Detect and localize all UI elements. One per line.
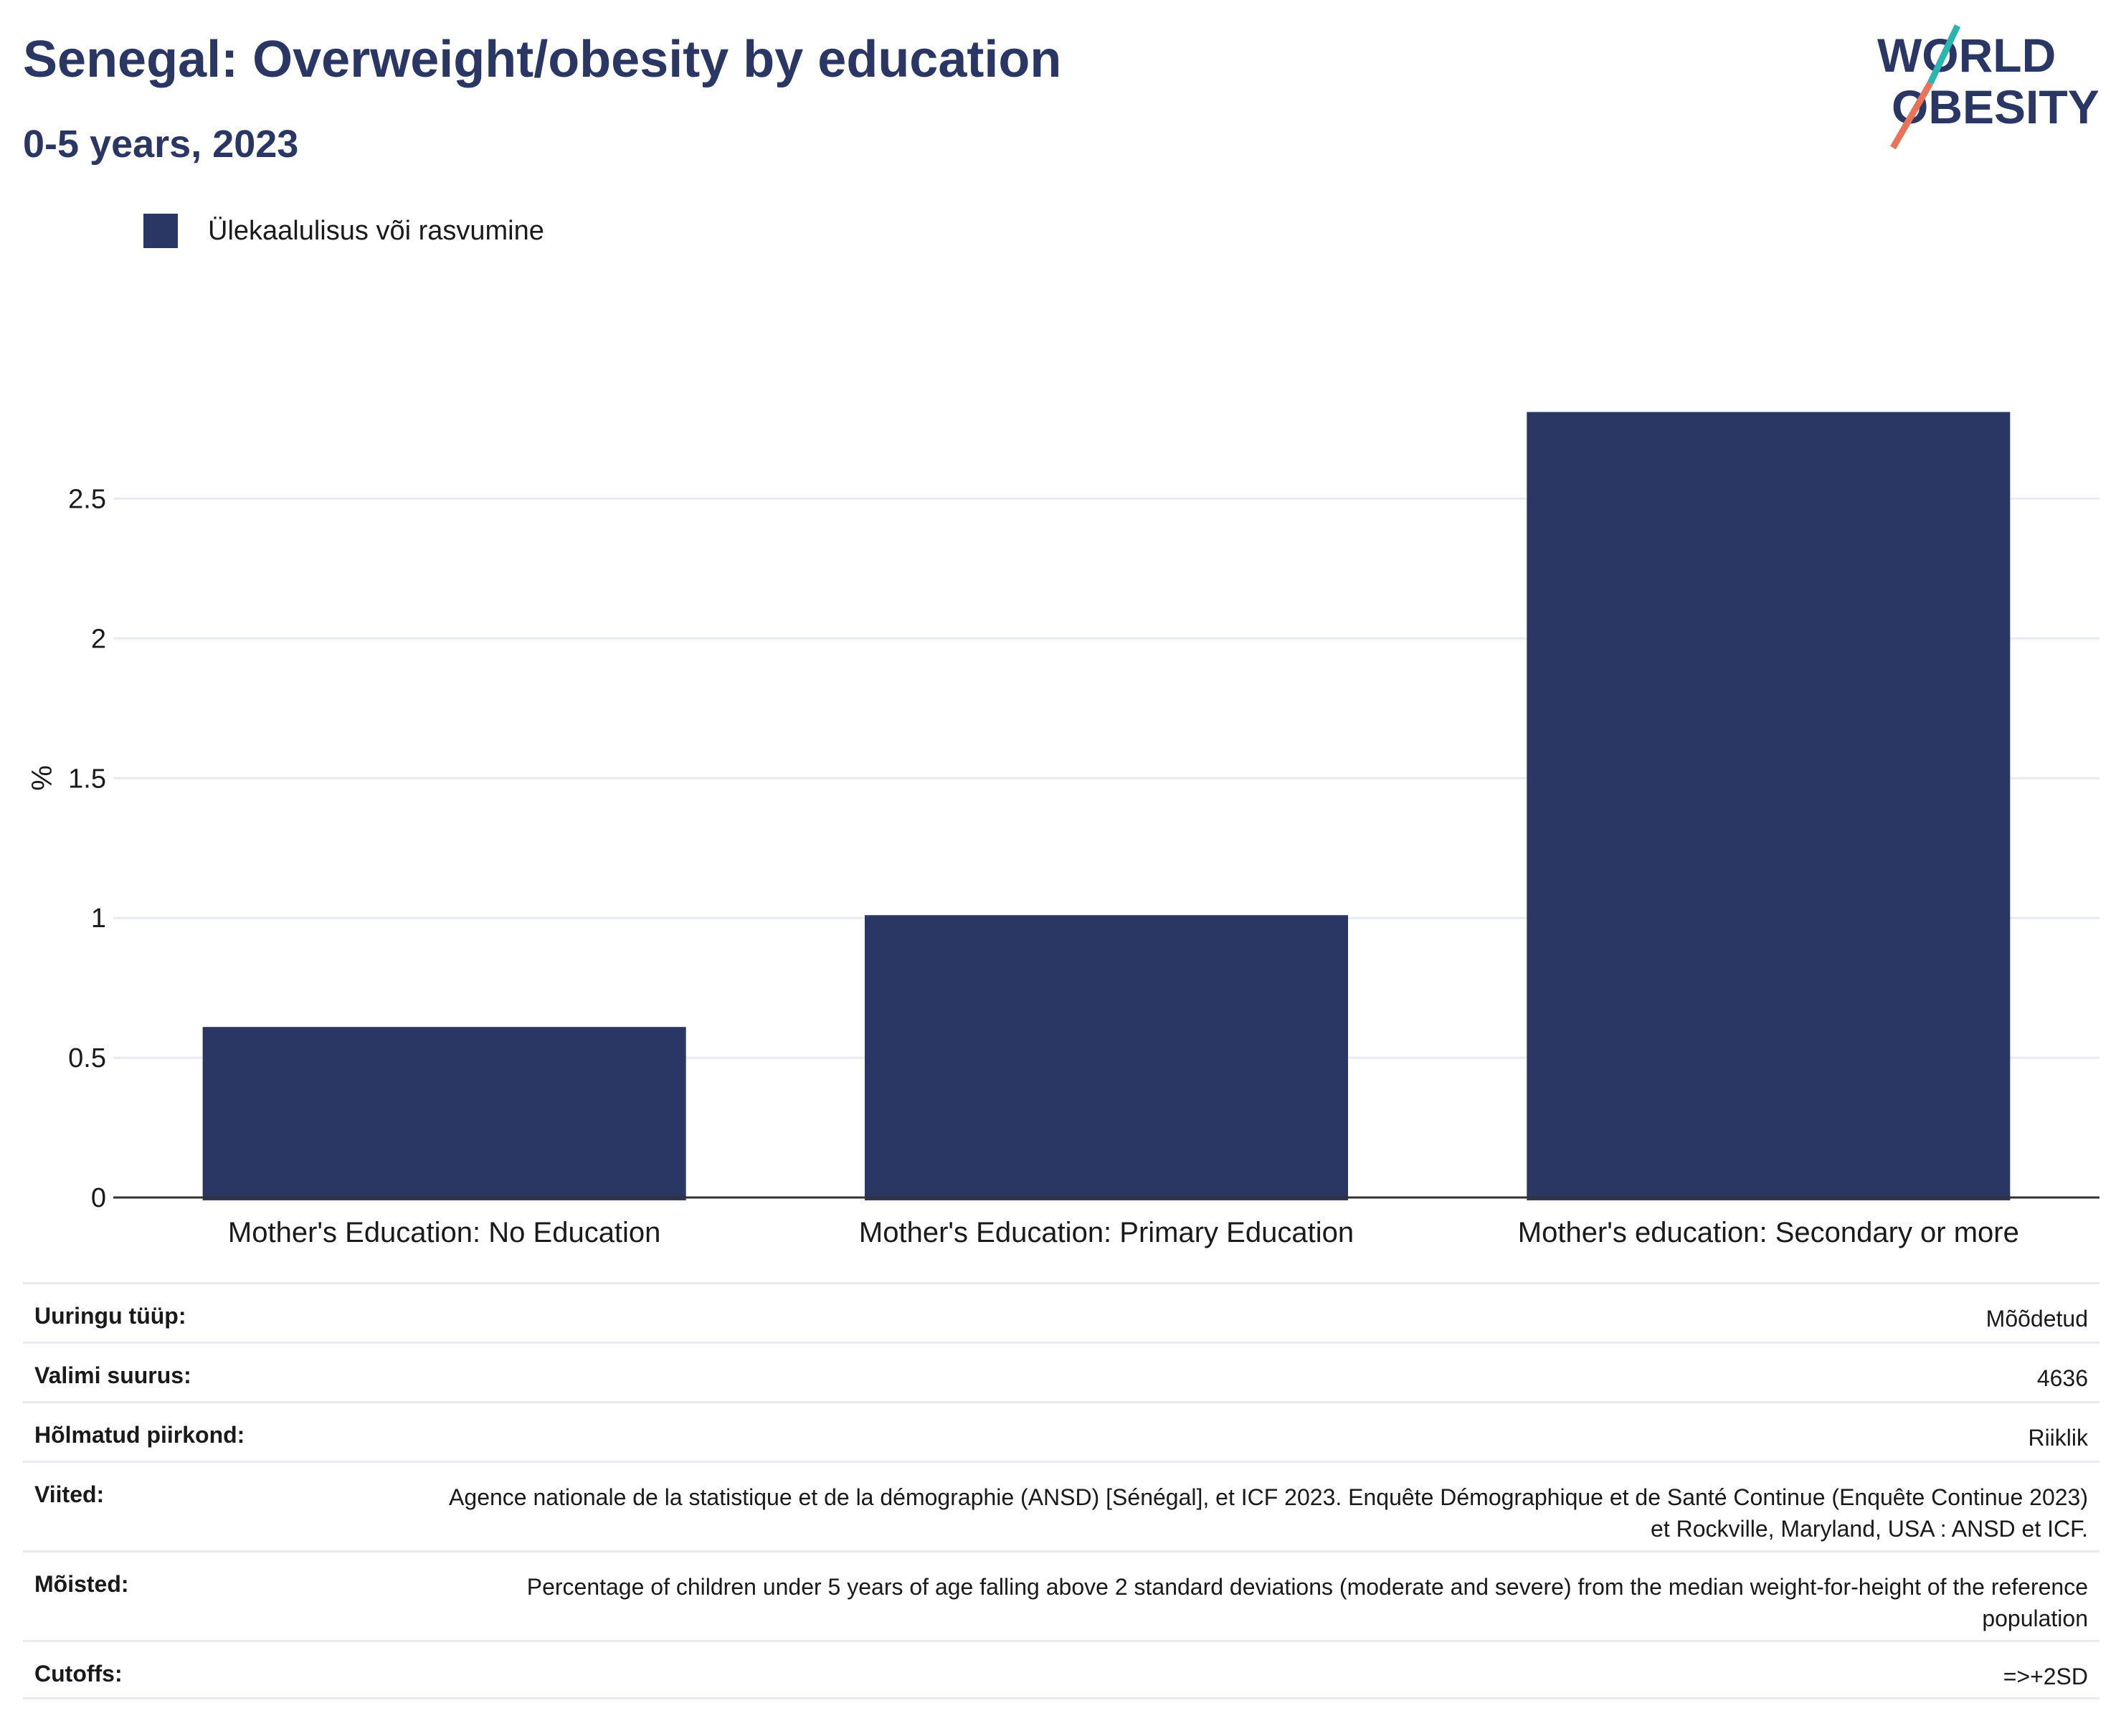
x-tick-labels: Mother's Education: No Education Mother's… xyxy=(228,1217,2019,1248)
meta-value: =>+2SD xyxy=(2003,1664,2088,1689)
logo-word-world: WORLD xyxy=(1877,29,2056,82)
y-tick-label: 0.5 xyxy=(68,1043,106,1073)
meta-value: 4636 xyxy=(2036,1365,2088,1391)
x-tick-label: Mother's Education: No Education xyxy=(228,1217,661,1248)
y-tick-label: 2.5 xyxy=(68,484,106,514)
chart-legend[interactable]: Ülekaalulisus või rasvumine xyxy=(143,214,544,248)
meta-key: Viited: xyxy=(34,1481,105,1507)
meta-value: Riiklik xyxy=(2028,1425,2088,1451)
meta-row-references: Viited: Agence nationale de la statistiq… xyxy=(23,1461,2099,1550)
meta-value: Agence nationale de la statistique et de… xyxy=(449,1484,2088,1542)
meta-row-definitions: Mõisted: Percentage of children under 5 … xyxy=(23,1550,2099,1640)
meta-row-cutoffs: Cutoffs: =>+2SD xyxy=(23,1640,2099,1699)
meta-row-survey-type: Uuringu tüüp: Mõõdetud xyxy=(23,1282,2099,1342)
bar xyxy=(1527,412,2011,1200)
meta-key: Uuringu tüüp: xyxy=(34,1303,186,1329)
meta-row-area-covered: Hõlmatud piirkond: Riiklik xyxy=(23,1401,2099,1461)
meta-key: Valimi suurus: xyxy=(34,1362,191,1388)
x-tick-label: Mother's Education: Primary Education xyxy=(859,1217,1354,1248)
chart-title: Senegal: Overweight/obesity by education xyxy=(23,31,1062,88)
world-obesity-logo: WORLD OBESITY xyxy=(1877,24,2099,150)
meta-value: Percentage of children under 5 years of … xyxy=(526,1574,2088,1631)
y-tick-label: 1 xyxy=(91,903,106,934)
y-tick-label: 0 xyxy=(91,1183,106,1213)
y-tick-label: 1.5 xyxy=(68,764,106,794)
legend-label: Ülekaalulisus või rasvumine xyxy=(208,215,544,246)
y-tick-labels: 0 0.5 1 1.5 2 2.5 xyxy=(68,484,106,1213)
y-axis-title: % xyxy=(27,765,58,791)
bars xyxy=(202,412,2011,1200)
meta-key: Cutoffs: xyxy=(34,1661,123,1687)
chart-subtitle: 0-5 years, 2023 xyxy=(23,123,299,166)
logo-slash-coral xyxy=(1890,81,1933,150)
bar-chart: 0 0.5 1 1.5 2 2.5 Mother's Education: No Educ… xyxy=(27,412,2099,1248)
metadata-table: Uuringu tüüp: Mõõdetud Valimi suurus: 46… xyxy=(23,1282,2099,1699)
x-tick-label: Mother's education: Secondary or more xyxy=(1518,1217,2019,1248)
logo-slash-teal xyxy=(1927,24,1961,85)
meta-key: Mõisted: xyxy=(34,1571,129,1597)
bar xyxy=(864,915,1349,1200)
bar xyxy=(202,1027,686,1200)
meta-row-sample-size: Valimi suurus: 4636 xyxy=(23,1342,2099,1401)
meta-key: Hõlmatud piirkond: xyxy=(34,1422,245,1448)
y-tick-label: 2 xyxy=(91,624,106,654)
meta-value: Mõõdetud xyxy=(1985,1306,2088,1332)
legend-swatch xyxy=(143,214,178,248)
